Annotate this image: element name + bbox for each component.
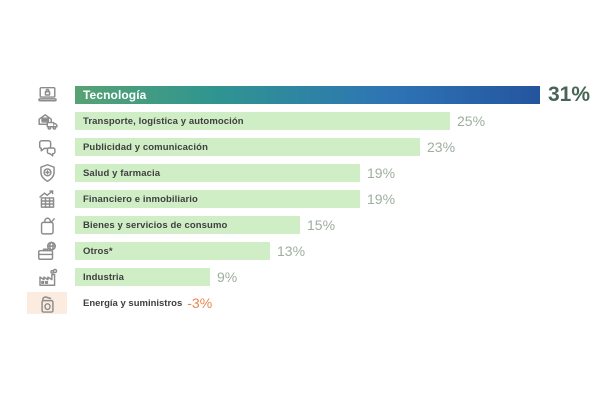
bar-value: 19% xyxy=(367,165,396,181)
chart-row: Publicidad y comunicación 23% xyxy=(27,138,590,156)
icon-cell xyxy=(27,292,67,314)
bar-value: 15% xyxy=(307,217,336,233)
chart-row: Energía y suministros -3% xyxy=(27,292,590,314)
bar-label: Otros* xyxy=(83,245,113,257)
bar: Industria xyxy=(75,268,210,286)
icon-cell xyxy=(27,238,67,264)
bar: Transporte, logística y automoción xyxy=(75,112,450,130)
icon-cell xyxy=(27,264,67,290)
chart-row: Tecnología 31% xyxy=(27,83,591,106)
bar-value: -3% xyxy=(187,295,213,311)
briefcase-globe-icon xyxy=(35,239,60,264)
chart-row: Financiero e inmobiliario 19% xyxy=(27,190,590,208)
bar-value: 25% xyxy=(457,113,486,129)
bar: Bienes y servicios de consumo xyxy=(75,216,300,234)
logistics-truck-icon xyxy=(35,109,60,134)
sector-growth-bar-chart: Tecnología 31% Transporte, logística y aut… xyxy=(27,83,591,314)
bar-label: Financiero e inmobiliario xyxy=(83,193,198,205)
bar-label: Tecnología xyxy=(83,88,147,102)
chart-row: Salud y farmacia 19% xyxy=(27,164,590,182)
bar: Financiero e inmobiliario xyxy=(75,190,360,208)
chart-row: Transporte, logística y automoción 25% xyxy=(27,112,590,130)
bar-label: Transporte, logística y automoción xyxy=(83,115,244,127)
icon-cell xyxy=(27,108,67,134)
speech-bubbles-icon xyxy=(35,135,60,160)
oil-barrel-icon xyxy=(35,291,60,316)
health-shield-icon xyxy=(35,161,60,186)
bar: Publicidad y comunicación xyxy=(75,138,420,156)
chart-row: Industria 9% xyxy=(27,268,590,286)
bar-label: Salud y farmacia xyxy=(83,167,161,179)
bar-label: Bienes y servicios de consumo xyxy=(83,219,228,231)
bar-value: 31% xyxy=(548,83,591,106)
bar-value: 23% xyxy=(427,139,456,155)
icon-cell xyxy=(27,82,67,108)
bar-value: 9% xyxy=(217,269,238,285)
bar-value: 19% xyxy=(367,191,396,207)
icon-cell xyxy=(27,212,67,238)
factory-icon xyxy=(35,265,60,290)
bar: Otros* xyxy=(75,242,270,260)
laptop-lock-icon xyxy=(35,83,60,108)
chart-row: Otros* 13% xyxy=(27,242,590,260)
bar-value: 13% xyxy=(277,243,306,259)
finance-growth-icon xyxy=(35,187,60,212)
bar: Tecnología xyxy=(75,86,540,104)
bar-label: Energía y suministros xyxy=(83,297,183,309)
bar-label: Industria xyxy=(83,271,125,283)
chart-row: Bienes y servicios de consumo 15% xyxy=(27,216,590,234)
bar-label: Publicidad y comunicación xyxy=(83,141,208,153)
shopping-bag-icon xyxy=(35,213,60,238)
bar: Salud y farmacia xyxy=(75,164,360,182)
icon-cell xyxy=(27,186,67,212)
icon-cell xyxy=(27,134,67,160)
icon-cell xyxy=(27,160,67,186)
